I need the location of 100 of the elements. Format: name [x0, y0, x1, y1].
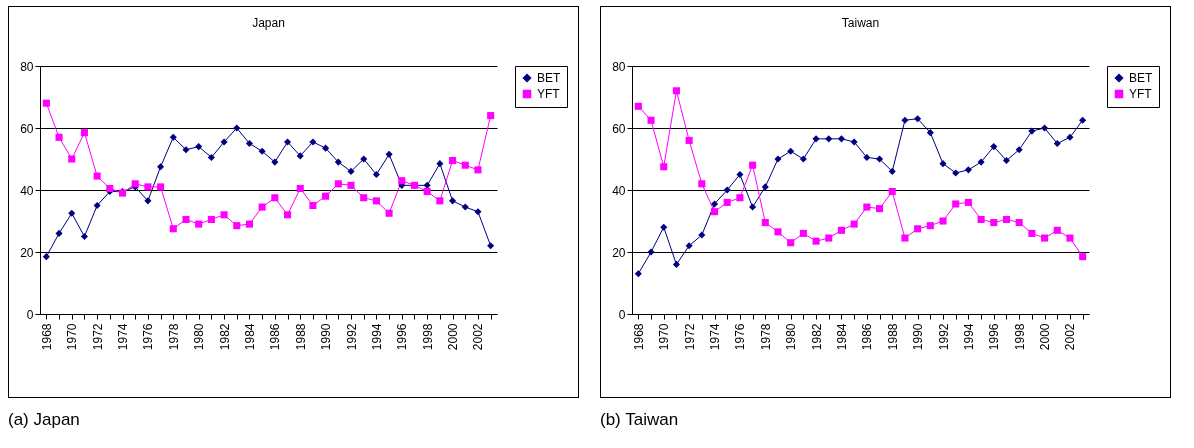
point: [901, 116, 909, 124]
point: [195, 143, 203, 151]
point: [423, 188, 431, 196]
point: [749, 203, 757, 211]
point: [647, 116, 655, 124]
x-tick-label: 1984: [834, 323, 849, 351]
x-tick-label: 1982: [809, 323, 824, 351]
point: [385, 150, 393, 158]
point: [322, 144, 330, 152]
x-tick-label: 1998: [1012, 323, 1027, 351]
point: [710, 200, 719, 208]
point: [284, 138, 292, 146]
x-tick-label: 1972: [682, 323, 697, 351]
y-tick-label: 40: [612, 183, 626, 198]
point: [220, 211, 228, 219]
x-tick-label: 1986: [268, 323, 283, 351]
point: [271, 194, 279, 202]
point: [672, 87, 680, 95]
y-tick-label: 80: [612, 59, 626, 74]
point: [837, 135, 845, 143]
point: [372, 170, 380, 179]
x-tick-label: 2000: [446, 323, 461, 351]
point: [926, 129, 934, 137]
point: [68, 155, 76, 163]
point: [749, 161, 757, 169]
point: [977, 158, 985, 166]
point: [296, 184, 304, 192]
x-tick-label: 1998: [420, 323, 435, 351]
x-tick-label: 1994: [961, 323, 976, 351]
point: [863, 153, 871, 161]
point: [284, 211, 292, 219]
point: [182, 146, 190, 154]
x-tick-label: 1992: [344, 323, 359, 351]
x-tick-label: 1992: [936, 323, 951, 351]
point: [360, 155, 368, 163]
point: [710, 208, 719, 216]
point: [761, 183, 769, 191]
x-tick-label: 1978: [166, 323, 181, 351]
x-tick-label: 2002: [471, 323, 486, 351]
point: [914, 225, 922, 233]
point: [207, 215, 215, 223]
point: [647, 248, 655, 256]
point: [80, 129, 88, 137]
point: [685, 242, 693, 250]
point: [296, 152, 304, 160]
point: [449, 157, 457, 165]
point: [334, 158, 342, 166]
point: [990, 219, 998, 227]
x-tick-label: 1988: [885, 323, 900, 351]
point: [68, 209, 76, 217]
point: [1066, 133, 1074, 141]
x-tick-label: 1976: [733, 323, 748, 351]
point: [799, 229, 807, 237]
point: [660, 163, 668, 171]
point: [787, 239, 795, 247]
point: [182, 215, 190, 223]
point: [825, 135, 833, 143]
point: [1053, 139, 1061, 148]
text: (b) Taiwan: [600, 410, 680, 430]
point: [169, 133, 177, 141]
point: [685, 136, 693, 144]
point: [1002, 215, 1011, 223]
point: [1053, 226, 1061, 234]
x-tick-label: 1980: [784, 323, 799, 351]
point: [964, 166, 972, 174]
x-tick-label: 1968: [39, 323, 54, 351]
point: [939, 160, 947, 168]
point: [672, 260, 680, 268]
point: [93, 172, 101, 180]
x-tick-label: 1972: [90, 323, 105, 351]
point: [698, 231, 706, 239]
point: [436, 160, 444, 168]
point: [723, 186, 731, 194]
point: [774, 155, 782, 163]
point: [736, 194, 744, 202]
point: [634, 102, 642, 110]
x-tick-label: 1970: [65, 323, 80, 351]
point: [398, 177, 406, 185]
point: [334, 180, 342, 188]
point: [233, 124, 241, 132]
y-tick-label: 0: [618, 307, 626, 322]
x-tick-label: 1986: [860, 323, 875, 351]
point: [436, 197, 444, 205]
y-tick-label: 80: [20, 59, 34, 74]
y-tick-label: 0: [26, 307, 34, 322]
point: [157, 163, 165, 171]
x-tick-label: 1990: [911, 323, 926, 351]
point: [42, 253, 50, 261]
point: [977, 215, 985, 223]
point: [157, 183, 165, 191]
point: [144, 183, 152, 191]
point: [812, 135, 820, 143]
point: [347, 167, 355, 175]
point: [914, 115, 922, 123]
point: [660, 223, 668, 231]
x-tick-label: 1978: [758, 323, 773, 351]
point: [964, 198, 972, 206]
legend-label: BET: [1129, 71, 1154, 85]
x-tick-label: 1990: [319, 323, 334, 351]
point: [939, 217, 947, 225]
